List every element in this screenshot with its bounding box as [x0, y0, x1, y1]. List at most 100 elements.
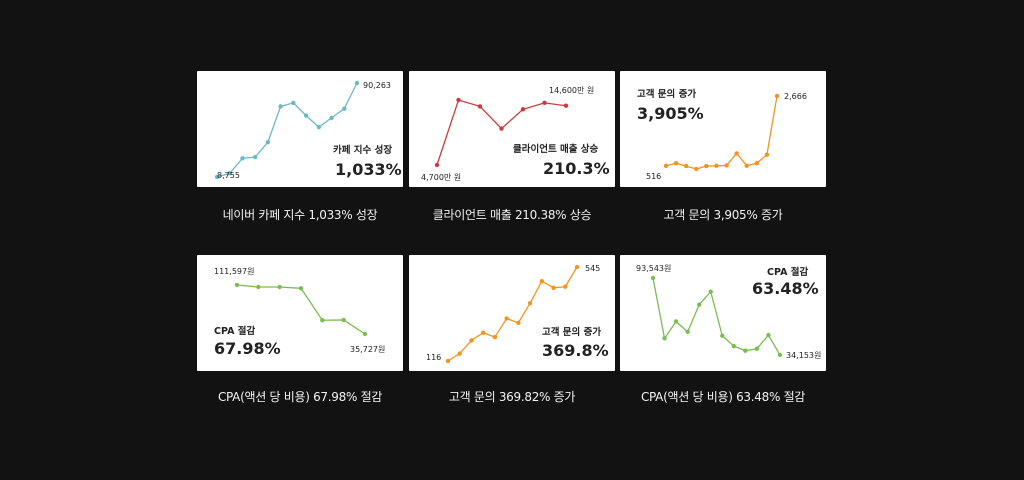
series-line — [216, 82, 358, 178]
chart-caption-sales: 클라이언트 매출 210.38% 상승 — [432, 208, 592, 222]
data-point-4 — [320, 318, 325, 323]
chart-card-inquiry-2: 116 545 고객 문의 증가 369.8% — [409, 255, 615, 371]
end-value-label: 2,666 — [784, 92, 807, 101]
data-point-9 — [754, 160, 760, 166]
series-line — [652, 277, 781, 356]
data-point-6 — [724, 163, 729, 168]
data-point-2 — [277, 284, 282, 290]
data-point-2 — [469, 338, 474, 343]
data-point-3 — [480, 330, 486, 335]
data-point-8 — [539, 279, 545, 284]
end-value-label: 14,600만 원 — [549, 86, 594, 95]
data-point-0 — [434, 162, 440, 168]
data-point-1 — [227, 171, 232, 176]
data-point-3 — [298, 286, 304, 291]
start-value-label: 93,543원 — [636, 264, 671, 273]
data-point-8 — [744, 163, 749, 168]
data-point-1 — [256, 284, 261, 290]
chart-stat: 63.48% — [752, 279, 819, 298]
data-point-0 — [445, 358, 451, 364]
data-point-2 — [673, 319, 679, 324]
data-point-5 — [714, 163, 719, 168]
chart-card-cpa-1: 111,597원 35,727원 CPA 절감 67.98% — [197, 255, 403, 371]
chart-stat: 3,905% — [637, 104, 704, 123]
data-point-11 — [574, 264, 580, 270]
data-point-1 — [673, 160, 679, 166]
chart-headline: 클라이언트 매출 상승 — [513, 143, 599, 155]
chart-caption-cpa-2: CPA(액션 당 비용) 63.48% 절감 — [640, 390, 806, 404]
data-point-7 — [731, 343, 737, 349]
end-value-label: 90,263 — [363, 81, 391, 90]
data-point-5 — [542, 100, 547, 106]
start-value-label: 116 — [426, 353, 441, 362]
line-chart-customer-inquiry-2: 116 545 고객 문의 증가 369.8% — [426, 264, 609, 364]
data-point-11 — [774, 93, 780, 99]
chart-card-sales: 4,700만 원 14,600만 원 클라이언트 매출 상승 210.3% — [409, 71, 615, 187]
end-value-label: 35,727원 — [350, 345, 385, 354]
chart-stat: 210.3% — [543, 159, 610, 178]
data-point-8 — [316, 124, 322, 130]
data-point-9 — [329, 115, 334, 121]
data-point-1 — [662, 336, 667, 341]
data-point-4 — [520, 107, 526, 112]
data-point-7 — [527, 300, 533, 306]
data-point-0 — [650, 275, 656, 281]
data-point-10 — [563, 284, 568, 289]
line-chart-cafe-index: 8,755 90,263 카페 지수 성장 1,033% — [214, 80, 402, 180]
start-value-label: 516 — [646, 172, 661, 181]
chart-card-cpa-2: 93,543원 34,153원 CPA 절감 63.48% — [620, 255, 826, 371]
data-point-0 — [214, 174, 220, 180]
data-point-6 — [720, 333, 725, 338]
data-point-1 — [457, 351, 462, 356]
chart-headline: 고객 문의 증가 — [637, 88, 696, 100]
data-point-5 — [278, 104, 283, 109]
data-point-8 — [743, 348, 748, 353]
data-point-9 — [754, 346, 760, 351]
chart-stat: 67.98% — [214, 339, 281, 358]
chart-headline: CPA 절감 — [214, 325, 255, 337]
data-point-7 — [734, 151, 739, 156]
data-point-9 — [551, 285, 556, 291]
data-point-10 — [342, 106, 347, 111]
chart-stat: 369.8% — [542, 341, 609, 360]
data-point-5 — [504, 316, 509, 321]
line-chart-customer-inquiry: 고객 문의 증가 3,905% 516 2,666 — [637, 88, 807, 181]
end-value-label: 34,153원 — [786, 351, 821, 360]
chart-card-inquiry-1: 고객 문의 증가 3,905% 516 2,666 — [620, 71, 826, 187]
start-value-label: 8,755 — [217, 171, 240, 180]
data-point-6 — [516, 320, 521, 326]
data-point-2 — [477, 104, 483, 109]
data-point-0 — [663, 163, 669, 169]
line-chart-client-sales: 4,700만 원 14,600만 원 클라이언트 매출 상승 210.3% — [421, 86, 610, 182]
chart-headline: 고객 문의 증가 — [542, 326, 601, 338]
start-value-label: 4,700만 원 — [421, 173, 461, 182]
data-point-10 — [764, 152, 770, 157]
chart-stat: 1,033% — [335, 160, 402, 179]
end-value-label: 545 — [585, 264, 600, 273]
data-point-3 — [499, 126, 504, 131]
chart-caption-inquiry-1: 고객 문의 3,905% 증가 — [663, 208, 783, 222]
data-point-7 — [303, 113, 309, 118]
data-point-4 — [265, 139, 271, 145]
chart-headline: 카페 지수 성장 — [333, 144, 392, 156]
chart-caption-cpa-1: CPA(액션 당 비용) 67.98% 절감 — [217, 390, 383, 404]
data-point-4 — [696, 302, 702, 307]
data-point-6 — [362, 331, 368, 337]
data-point-6 — [563, 103, 569, 108]
data-point-3 — [252, 154, 258, 160]
line-chart-cpa-reduction-2: 93,543원 34,153원 CPA 절감 63.48% — [636, 264, 821, 360]
data-point-1 — [456, 97, 461, 103]
data-point-4 — [492, 334, 498, 340]
data-point-6 — [291, 100, 296, 106]
data-point-2 — [683, 163, 689, 169]
chart-caption-cafe: 네이버 카페 지수 1,033% 성장 — [222, 208, 378, 222]
data-point-11 — [354, 80, 360, 86]
data-point-10 — [766, 332, 771, 338]
data-point-5 — [708, 289, 713, 294]
data-point-5 — [341, 317, 346, 323]
data-point-11 — [777, 352, 783, 358]
series-line — [436, 99, 567, 166]
data-point-3 — [685, 329, 690, 335]
series-line — [236, 284, 366, 335]
data-point-0 — [234, 282, 240, 288]
